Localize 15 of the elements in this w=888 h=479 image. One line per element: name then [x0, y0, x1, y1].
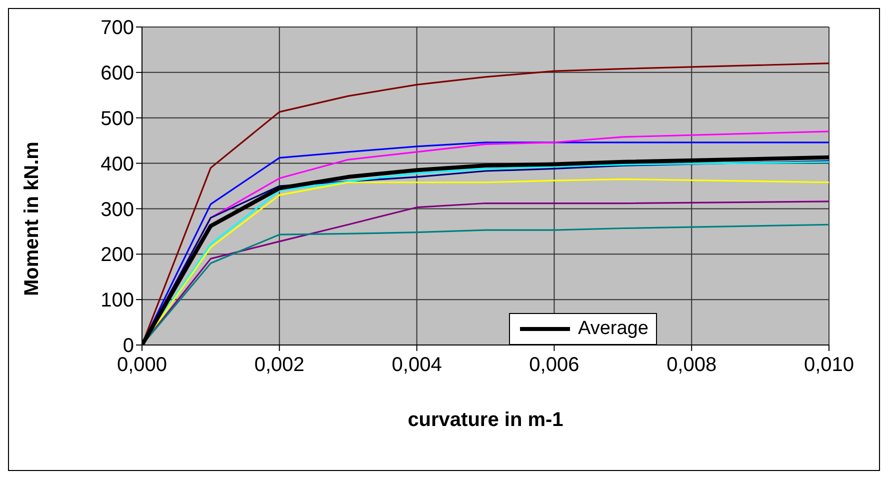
x-tick-label: 0,006	[529, 354, 580, 376]
x-tick-label: 0,010	[804, 354, 854, 376]
y-tick-label: 300	[100, 198, 134, 221]
y-tick-label: 700	[100, 17, 134, 40]
y-tick-label: 400	[100, 153, 134, 176]
x-axis-title: curvature in m-1	[408, 409, 564, 431]
x-tick-label: 0,008	[666, 354, 717, 376]
y-tick-label: 500	[100, 108, 134, 130]
y-axis-title: Moment in kN.m	[21, 142, 44, 296]
x-tick-label: 0,002	[254, 354, 304, 376]
legend-label: Average	[578, 318, 648, 340]
y-tick-label: 200	[100, 244, 134, 266]
x-tick-label: 0,004	[392, 354, 442, 376]
y-tick-label: 600	[100, 62, 134, 85]
y-tick-label: 100	[100, 290, 134, 312]
